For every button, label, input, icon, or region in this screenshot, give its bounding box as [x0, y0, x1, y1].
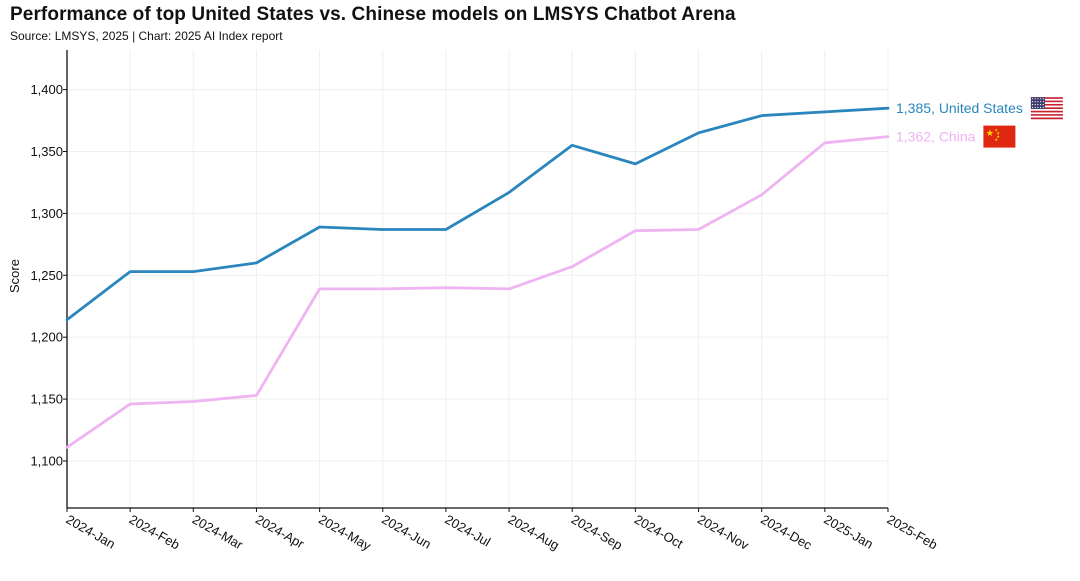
flag-stripe — [1030, 109, 1063, 111]
x-tick-label: 2024-Dec — [758, 512, 815, 553]
flag-star — [1042, 104, 1044, 106]
flag-star — [1042, 106, 1044, 109]
flag-field — [983, 125, 1016, 148]
chart-subtitle: Source: LMSYS, 2025 | Chart: 2025 AI Ind… — [10, 29, 283, 43]
flag-stripe — [1030, 105, 1063, 108]
x-tick-label: 2024-Feb — [127, 512, 183, 553]
x-tick-label: 2024-May — [316, 512, 374, 554]
flag-star — [1040, 98, 1042, 100]
y-tick-label: 1,400 — [30, 82, 63, 97]
flag-stripe — [1030, 112, 1063, 115]
y-tick-label: 1,300 — [30, 206, 63, 221]
us-flag-icon — [1030, 97, 1063, 120]
flag-star — [1037, 106, 1039, 109]
x-tick-label: 2025-Jan — [821, 512, 875, 552]
y-tick-label: 1,200 — [30, 330, 63, 345]
flag-star — [1031, 104, 1034, 106]
grid-layer — [66, 50, 889, 508]
flag-star — [1040, 106, 1042, 109]
series-line-china — [65, 135, 890, 449]
flag-star — [1034, 101, 1036, 103]
x-tick-label: 2024-Jun — [379, 512, 433, 552]
x-tick-label: 2024-Nov — [695, 512, 752, 553]
flag-small-star: ★ — [996, 134, 1000, 139]
flag-stripe — [1030, 114, 1063, 116]
flag-star: ★ — [986, 129, 994, 139]
flag-star — [1034, 98, 1036, 100]
flag-star — [1037, 101, 1039, 103]
flag-stripe — [1030, 110, 1063, 113]
flag-star — [1031, 106, 1034, 109]
series-end-label: 1,385, United States — [896, 100, 1023, 116]
y-tick-label: 1,100 — [30, 453, 63, 468]
chart-title: Performance of top United States vs. Chi… — [10, 4, 736, 25]
flag-star — [1031, 101, 1034, 103]
series-layer — [65, 106, 890, 449]
flag-star — [1034, 106, 1036, 109]
flag-stripe — [1030, 97, 1063, 99]
flag-stripe — [1030, 98, 1063, 101]
flag-star — [1040, 101, 1042, 103]
flag-canton — [1030, 97, 1045, 110]
flag-stripe — [1030, 103, 1063, 106]
flag-small-star: ★ — [994, 128, 998, 133]
china-flag-icon: ★ ★★★★ — [983, 125, 1016, 148]
flag-small-star: ★ — [994, 137, 998, 142]
flag-star — [1031, 98, 1034, 100]
x-tick-label: 2024-Jan — [64, 512, 118, 552]
y-axis-title: Score — [7, 259, 22, 293]
flag-star — [1037, 104, 1039, 106]
x-tick-label: 2025-Feb — [885, 512, 941, 553]
x-tick-label: 2024-Mar — [190, 512, 246, 553]
flag-stripe — [1030, 100, 1063, 103]
x-tick-label: 2024-Sep — [569, 512, 625, 553]
flag-stripe — [1030, 115, 1063, 118]
flag-star — [1042, 101, 1044, 103]
flag-star — [1042, 98, 1044, 100]
y-tick-label: 1,150 — [30, 392, 63, 407]
flag-stripe — [1030, 102, 1063, 105]
series-line-united-states — [65, 106, 890, 322]
x-tick-label: 2024-Apr — [253, 512, 307, 552]
flag-star — [1037, 98, 1039, 100]
x-tick-label: 2024-Aug — [506, 512, 562, 553]
labels-layer: 1,385, United States 1,362, China ★ ★★★★ — [896, 97, 1063, 148]
y-tick-label: 1,350 — [30, 144, 63, 159]
axes-layer: 1,100 1,150 1,200 1,250 1,300 1,350 1,400 2024-… — [7, 50, 940, 554]
x-tick-label: 2024-Jul — [442, 512, 493, 550]
y-tick-label: 1,250 — [30, 268, 63, 283]
x-tick-label: 2024-Oct — [632, 512, 686, 552]
flag-stripe — [1030, 117, 1063, 120]
flag-star — [1034, 104, 1036, 106]
flag-small-star: ★ — [996, 131, 1000, 136]
flag-stripe — [1030, 107, 1063, 110]
series-end-label: 1,362, China — [896, 129, 976, 145]
flag-star — [1040, 104, 1042, 106]
